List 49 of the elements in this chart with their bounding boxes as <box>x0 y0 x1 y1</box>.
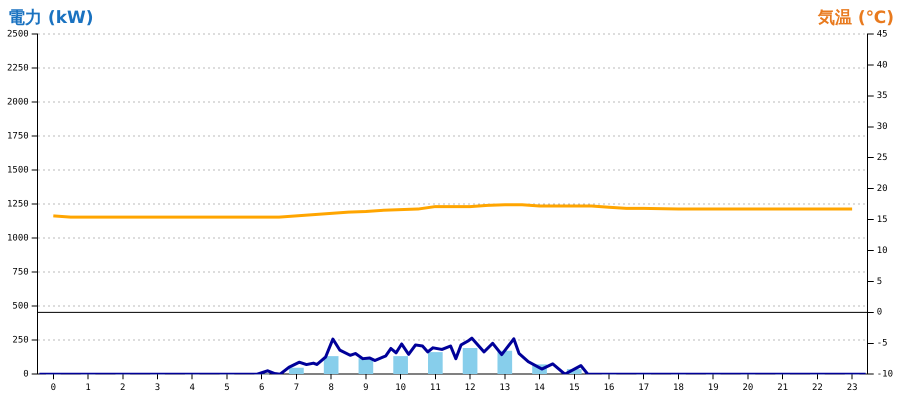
x-tick-label: 19 <box>708 382 719 393</box>
y2-tick-label: 40 <box>876 60 888 70</box>
x-tick-label: 10 <box>395 382 406 393</box>
y-tick-label: 1750 <box>6 131 29 142</box>
y2-tick-label: 45 <box>876 29 888 40</box>
x-tick-label: 18 <box>673 382 684 393</box>
x-tick-label: 4 <box>190 382 195 393</box>
x-tick-label: 21 <box>777 382 788 393</box>
y-tick-label: 750 <box>12 267 29 278</box>
y2-tick-label: 15 <box>876 214 888 225</box>
y2-tick-label: -5 <box>876 338 888 349</box>
x-tick-label: 23 <box>846 382 858 393</box>
y2-axis-title: 気温 (℃) <box>818 7 894 29</box>
x-tick-label: 20 <box>742 382 754 393</box>
x-tick-label: 2 <box>120 382 126 393</box>
y-tick-label: 500 <box>12 302 29 312</box>
y-axis-title: 電力 (kW) <box>8 7 94 29</box>
y2-tick-label: 10 <box>876 246 888 256</box>
x-tick-label: 22 <box>812 382 823 393</box>
y-tick-label: 2500 <box>6 29 29 40</box>
x-tick-label: 11 <box>430 382 441 393</box>
x-tick-label: 15 <box>568 382 580 393</box>
y-tick-label: 1000 <box>6 233 29 244</box>
x-tick-label: 6 <box>258 382 264 393</box>
x-tick-label: 17 <box>638 382 650 393</box>
x-tick-label: 12 <box>464 382 476 393</box>
x-tick-label: 16 <box>604 382 614 393</box>
y-tick-label: 0 <box>23 370 29 380</box>
y2-tick-label: 35 <box>876 91 888 102</box>
y2-tick-label: 25 <box>876 153 888 164</box>
x-tick-label: 14 <box>534 382 545 393</box>
y2-tick-label: 20 <box>876 184 888 194</box>
y2-tick-label: -10 <box>876 370 894 380</box>
y-tick-label: 2250 <box>6 63 29 74</box>
x-tick-label: 7 <box>294 382 300 393</box>
x-tick-label: 3 <box>154 382 160 393</box>
y2-tick-label: 5 <box>876 276 882 287</box>
y-tick-label: 250 <box>12 336 29 346</box>
x-tick-label: 13 <box>499 382 510 393</box>
y2-tick-label: 30 <box>876 122 888 132</box>
x-tick-label: 5 <box>224 382 230 393</box>
y-tick-label: 1250 <box>6 199 29 210</box>
x-tick-label: 1 <box>85 382 91 393</box>
x-tick-label: 0 <box>50 382 56 393</box>
y-tick-label: 1500 <box>6 165 29 176</box>
x-tick-label: 8 <box>328 382 334 393</box>
x-tick-label: 9 <box>363 382 369 393</box>
y2-tick-label: 0 <box>876 308 882 318</box>
y-tick-label: 2000 <box>6 97 29 108</box>
